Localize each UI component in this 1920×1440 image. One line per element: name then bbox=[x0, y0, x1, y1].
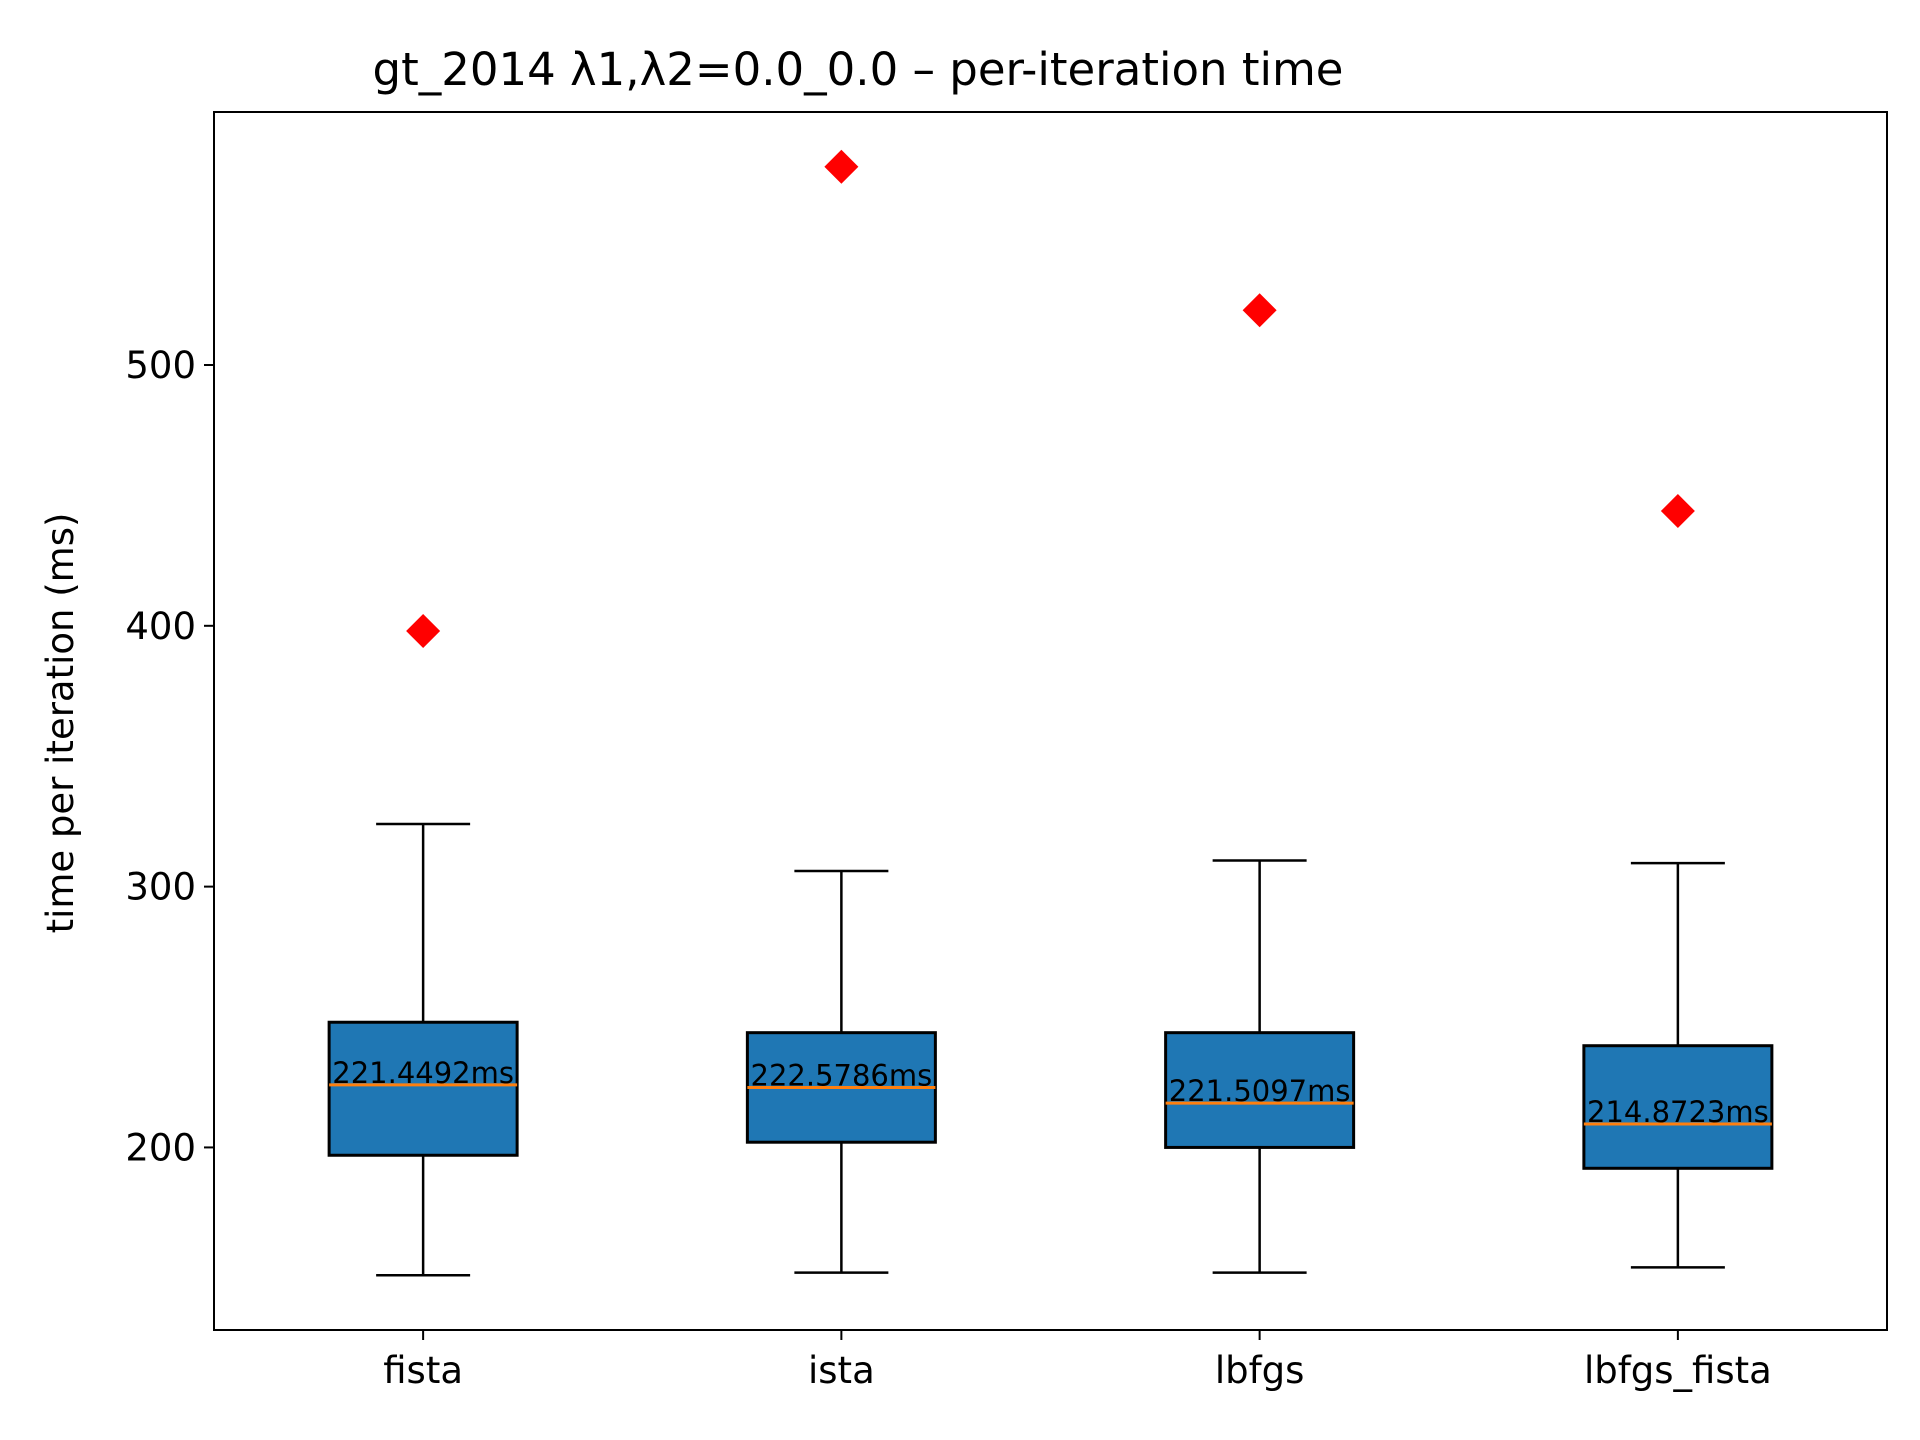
median-label: 221.5097ms bbox=[1169, 1074, 1351, 1108]
y-tick-label: 500 bbox=[125, 344, 196, 387]
x-tick-label: ista bbox=[808, 1349, 875, 1392]
y-tick-label: 200 bbox=[125, 1126, 196, 1169]
y-tick-label: 400 bbox=[125, 605, 196, 648]
outlier-point bbox=[406, 614, 441, 649]
box-fista bbox=[327, 1020, 519, 1157]
median-label: 221.4492ms bbox=[332, 1056, 514, 1090]
outlier-point bbox=[824, 149, 859, 184]
chart-title: gt_2014 λ1,λ2=0.0_0.0 – per-iteration ti… bbox=[373, 43, 1344, 96]
box-lbfgs bbox=[1164, 1031, 1356, 1149]
outlier-point bbox=[1660, 494, 1695, 529]
x-tick-label: lbfgs_fista bbox=[1584, 1349, 1772, 1392]
outlier-point bbox=[1242, 293, 1277, 328]
y-axis-label: time per iteration (ms) bbox=[39, 513, 82, 934]
plot-area: 200 300 400 500 fista ista lbfgs lbfgs_fista 221… bbox=[125, 149, 1774, 1392]
x-tick-label: lbfgs bbox=[1215, 1349, 1305, 1392]
y-tick-label: 300 bbox=[125, 866, 196, 909]
axes-frame bbox=[213, 111, 1888, 1331]
x-tick-label: fista bbox=[383, 1349, 463, 1392]
median-label: 222.5786ms bbox=[751, 1058, 933, 1092]
box-lbfgs_fista bbox=[1582, 1044, 1774, 1170]
median-label: 214.8723ms bbox=[1587, 1095, 1769, 1129]
